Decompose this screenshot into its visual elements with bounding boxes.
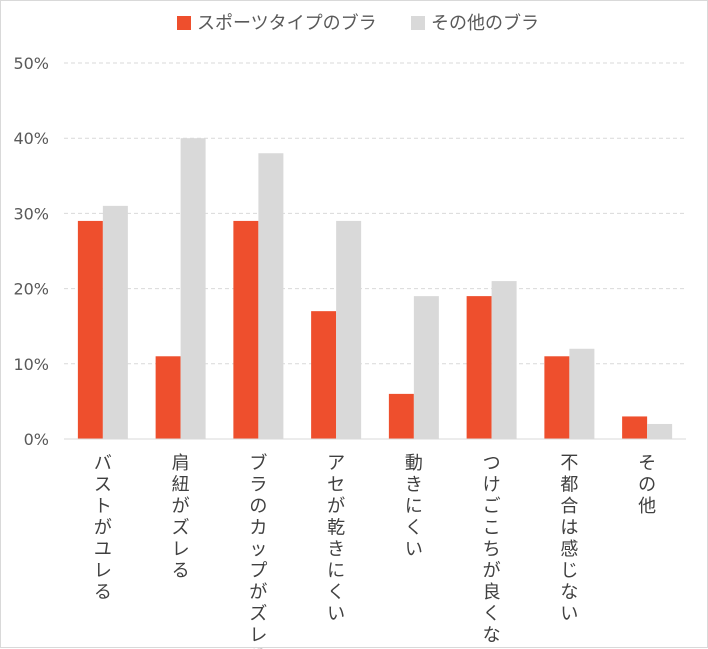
gridlines (64, 62, 686, 365)
bar-other-bra (180, 138, 206, 439)
legend: スポーツタイプのブラ その他のブラ (177, 12, 539, 34)
y-tick-label: 40% (13, 129, 49, 148)
bar-other-bra (336, 220, 362, 439)
legend-swatch (177, 16, 191, 30)
bar-sports-bra (233, 220, 259, 439)
category-label: バストがユレる (94, 453, 112, 603)
y-tick-label: 50% (13, 54, 49, 73)
category-label: アセが乾きにくい (327, 453, 345, 625)
bar-other-bra (102, 205, 128, 439)
bar-sports-bra (77, 220, 103, 439)
category-label: 不都合は感じない (560, 453, 578, 625)
y-tick-label: 10% (13, 355, 49, 374)
bar-sports-bra (311, 311, 337, 439)
bar-other-bra (569, 348, 595, 439)
legend-swatch (411, 16, 425, 30)
bar-sports-bra (466, 296, 492, 439)
category-label: その他 (638, 453, 656, 517)
bar-other-bra (491, 281, 517, 439)
legend-label: スポーツタイプのブラ (197, 12, 377, 34)
y-tick-label: 20% (13, 280, 49, 299)
category-labels: バストがユレる 肩紐がズレる ブラのカップがズレる アセが乾きにくい 動きにくい つけごこ… (94, 452, 656, 649)
legend-label: その他のブラ (431, 12, 539, 34)
category-label: つけごこちが良くない (483, 453, 501, 649)
category-label: 動きにくい (405, 453, 423, 560)
bar-other-bra (647, 423, 673, 439)
y-tick-label: 0% (24, 430, 49, 449)
bar-other-bra (258, 153, 284, 440)
y-axis-ticks: 0% 10% 20% 30% 40% 50% (13, 54, 49, 449)
category-label: 肩紐がズレる (172, 453, 190, 582)
bar-other-bra (413, 296, 439, 439)
y-tick-label: 30% (13, 204, 49, 223)
bars (77, 138, 673, 440)
bar-sports-bra (388, 393, 414, 439)
bar-sports-bra (155, 356, 181, 439)
category-label: ブラのカップがズレる (249, 452, 267, 649)
bar-sports-bra (544, 356, 570, 439)
bar-sports-bra (622, 416, 648, 439)
